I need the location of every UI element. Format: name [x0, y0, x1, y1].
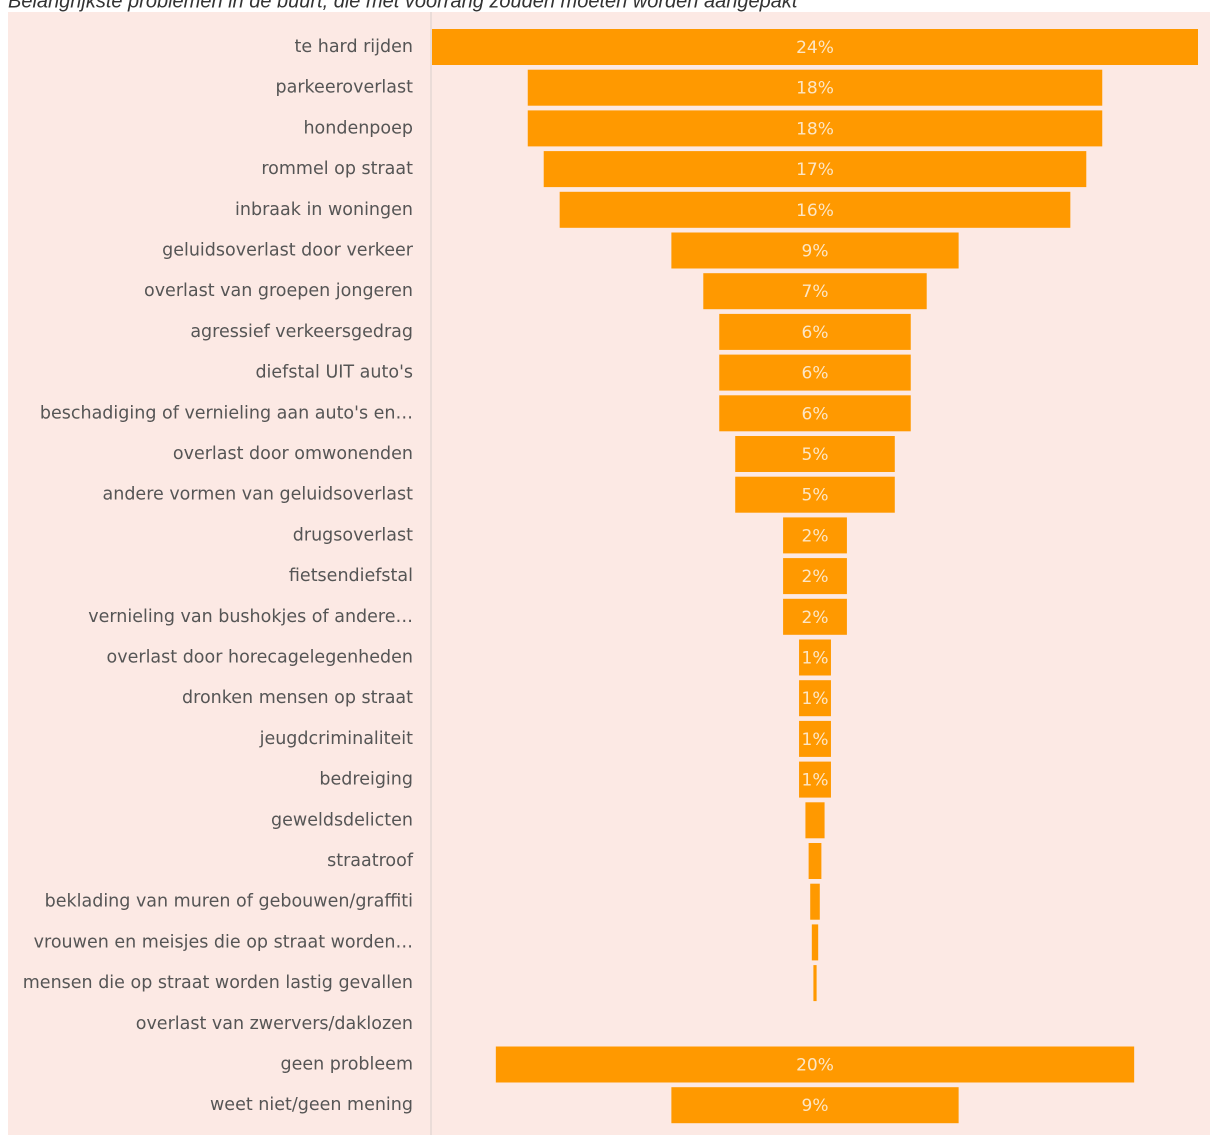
bar: [810, 883, 820, 920]
category-label: vernieling van bushokjes of andere…: [88, 607, 413, 627]
category-label: te hard rijden: [295, 37, 413, 57]
value-label: 20%: [796, 1056, 834, 1076]
value-label: 6%: [802, 364, 829, 384]
category-label: jeugdcriminaliteit: [259, 729, 414, 749]
bar: [799, 720, 831, 757]
category-label: beklading van muren of gebouwen/graffiti: [45, 892, 413, 912]
bar: [719, 395, 911, 432]
bar: [543, 151, 1087, 188]
value-label: 6%: [802, 404, 829, 424]
category-label: weet niet/geen mening: [210, 1095, 413, 1115]
value-label: 6%: [802, 323, 829, 343]
bar: [495, 1046, 1135, 1083]
category-label: bedreiging: [319, 770, 413, 790]
category-label: geluidsoverlast door verkeer: [162, 241, 414, 261]
category-label: agressief verkeersgedrag: [190, 322, 413, 342]
value-label: 1%: [802, 730, 829, 750]
category-label: geen probleem: [281, 1055, 413, 1075]
category-label: mensen die op straat worden lastig geval…: [23, 973, 413, 993]
category-label: andere vormen van geluidsoverlast: [103, 485, 414, 505]
value-label: 2%: [802, 567, 829, 587]
value-label: 18%: [796, 79, 834, 99]
value-label: 1%: [802, 689, 829, 709]
value-label: 5%: [802, 445, 829, 465]
value-label: 5%: [802, 486, 829, 506]
bar: [813, 965, 817, 1002]
category-label: diefstal UIT auto's: [255, 363, 413, 383]
value-label: 2%: [802, 526, 829, 546]
value-label: 24%: [796, 38, 834, 58]
value-label: 9%: [802, 1096, 829, 1116]
bar: [811, 924, 819, 961]
category-label: geweldsdelicten: [271, 810, 413, 830]
bar: [527, 110, 1103, 147]
value-label: 18%: [796, 119, 834, 139]
category-label: beschadiging of vernieling aan auto's en…: [40, 403, 413, 423]
category-label: straatroof: [327, 851, 414, 871]
bar: [799, 761, 831, 798]
category-label: overlast door horecagelegenheden: [107, 648, 413, 668]
category-label: overlast van groepen jongeren: [144, 281, 413, 301]
bar: [671, 1087, 959, 1124]
value-label: 2%: [802, 608, 829, 628]
category-label: drugsoverlast: [293, 525, 413, 545]
value-label: 1%: [802, 771, 829, 791]
value-label: 9%: [802, 242, 829, 262]
bar: [719, 313, 911, 350]
value-label: 1%: [802, 649, 829, 669]
category-label: overlast door omwonenden: [173, 444, 413, 464]
value-label: 7%: [802, 282, 829, 302]
value-label: 17%: [796, 160, 834, 180]
category-label: overlast van zwervers/daklozen: [136, 1014, 413, 1034]
bar: [432, 29, 1198, 65]
bar: [783, 558, 847, 595]
bar: [799, 680, 831, 717]
bar: [799, 639, 831, 676]
category-label: parkeeroverlast: [276, 78, 414, 98]
bar: [703, 273, 927, 310]
category-label: vrouwen en meisjes die op straat worden…: [34, 932, 413, 952]
category-label: hondenpoep: [303, 118, 413, 138]
bar: [783, 598, 847, 635]
category-label: inbraak in woningen: [235, 200, 413, 220]
chart-title: Belangrijkste problemen in de buurt, die…: [8, 0, 799, 12]
bar: [805, 802, 825, 839]
bar: [719, 354, 911, 391]
bar: [735, 476, 895, 513]
value-label: 16%: [796, 201, 834, 221]
category-label: dronken mensen op straat: [182, 688, 413, 708]
category-label: rommel op straat: [261, 159, 413, 179]
bar: [808, 843, 822, 879]
bar: [559, 191, 1071, 228]
bar: [527, 69, 1103, 106]
category-label: fietsendiefstal: [289, 566, 413, 586]
bar: [671, 232, 959, 269]
bar: [783, 517, 847, 554]
bar: [735, 436, 895, 472]
